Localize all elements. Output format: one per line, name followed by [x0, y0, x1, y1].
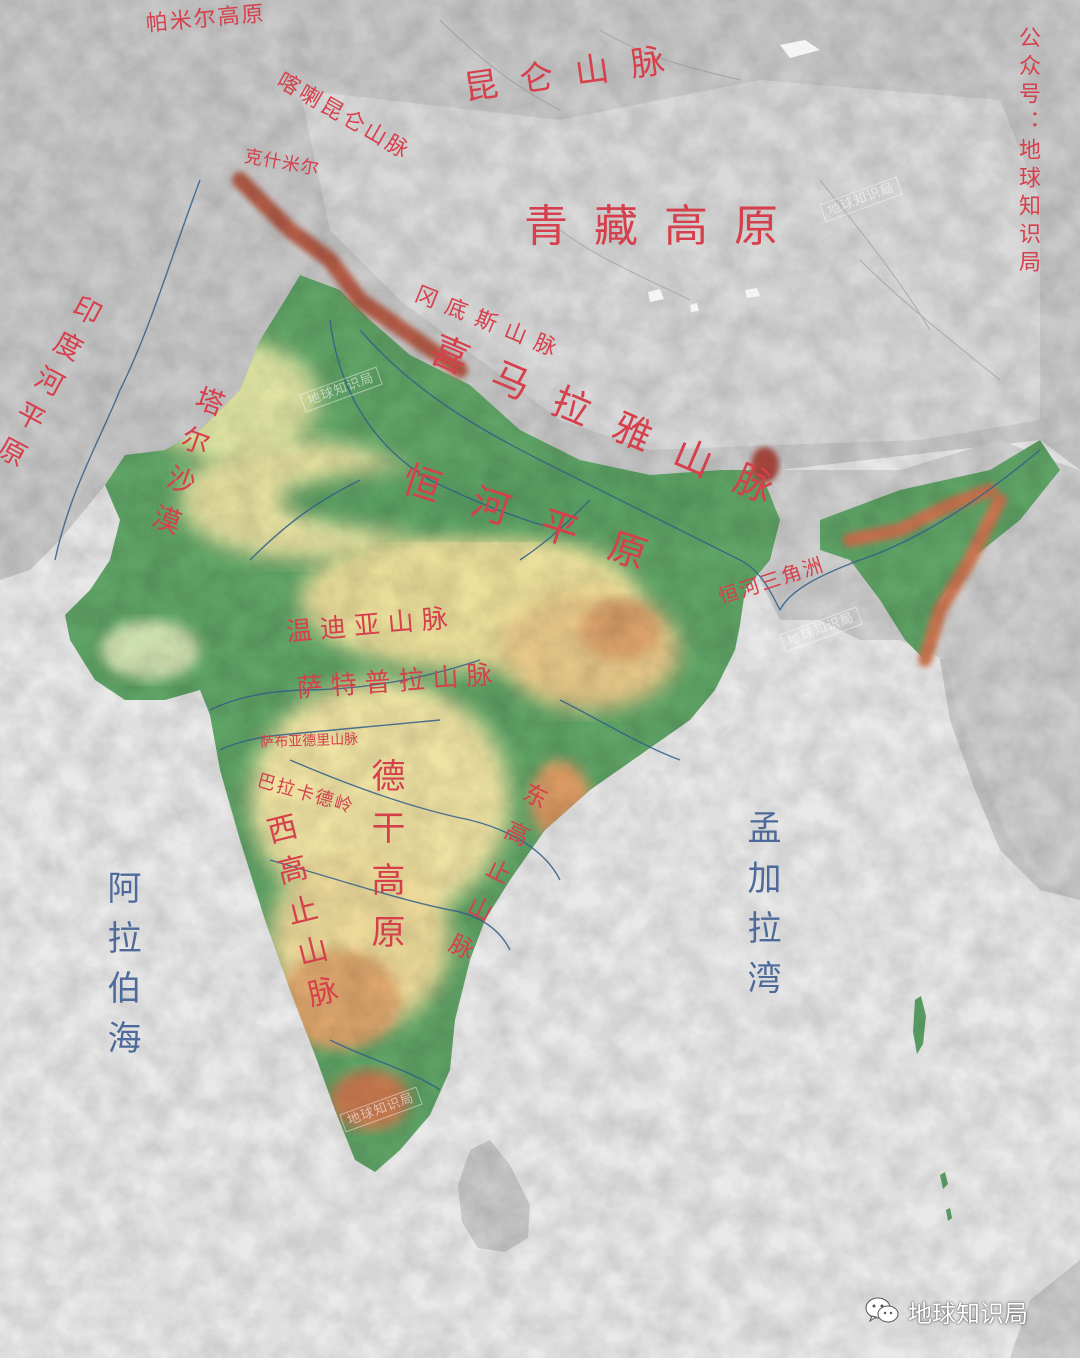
credit-text: 公众号：地球知识局	[1015, 26, 1040, 278]
label-tibet-plateau: 青藏高原	[524, 201, 804, 252]
mahanadi-river	[559, 699, 681, 761]
kaveri-river	[329, 1039, 441, 1091]
label-sahyadri: 萨布亚德里山脉	[259, 731, 359, 751]
ganges-river	[359, 329, 781, 611]
tibet-lakes	[648, 40, 820, 312]
wechat-icon	[865, 1297, 899, 1323]
son-river	[519, 499, 591, 561]
brand-name: 地球知识局	[908, 1299, 1028, 1328]
plateau-drainage	[439, 19, 1001, 381]
indus-river	[54, 179, 201, 561]
brand-badge: 地球知识局	[864, 1296, 1028, 1328]
chambal-river	[249, 479, 361, 561]
narmada-river	[209, 659, 481, 711]
yamuna-river	[329, 319, 561, 531]
krishna-river	[269, 859, 511, 951]
label-deccan-plateau: 德干高原	[365, 758, 405, 966]
godavari-river	[289, 759, 561, 881]
label-bay-of-bengal: 孟加拉湾	[741, 810, 781, 1010]
brahmaputra-river	[779, 449, 1041, 611]
label-arabian-sea: 阿拉伯海	[101, 870, 141, 1070]
rivers	[54, 179, 1041, 1091]
tapti-river	[219, 719, 441, 751]
